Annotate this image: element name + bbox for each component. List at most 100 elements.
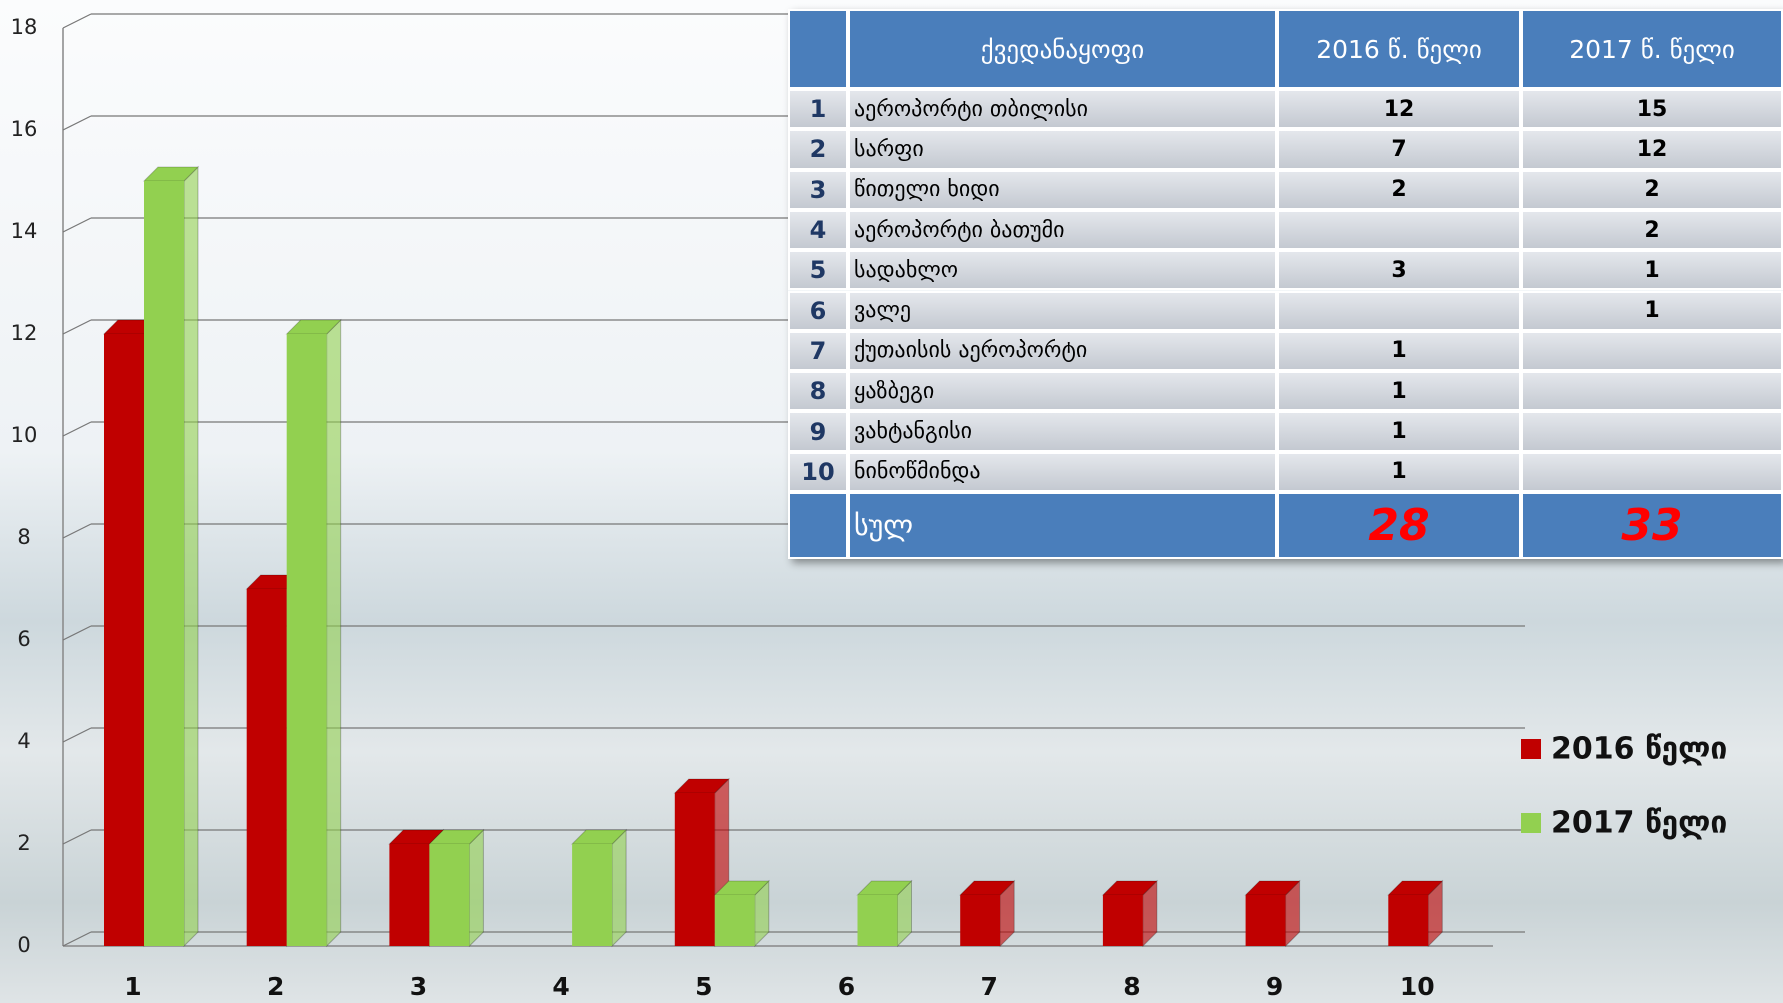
row-index: 5 [788,250,848,291]
total-label: სულ [848,492,1277,559]
count-cell: 2 [1521,209,1783,251]
header-cell: 2016 წ. წელი [1277,9,1521,89]
y-tick-label: 2 [17,831,30,855]
unit-name: ვახტანგისი [848,411,1277,452]
unit-name: სადახლო [848,250,1277,291]
grid-line [62,421,92,437]
x-tick-label: 5 [695,972,712,1001]
y-tick-label: 0 [17,933,30,957]
count-cell: 2 [1521,169,1783,210]
grid-line [62,727,92,743]
unit-name: აეროპორტი ბათუმი [848,209,1277,251]
grid-line [62,13,92,29]
unit-name: ყაზბეგი [848,371,1277,412]
total-value: 28 [1277,492,1521,559]
grid-line [62,115,92,131]
unit-name: სარფი [848,129,1277,170]
bar [246,589,287,946]
grid-line [62,319,92,335]
count-cell [1521,371,1783,412]
bar [674,793,715,946]
bar-side [468,828,484,948]
count-cell [1277,209,1521,251]
x-tick-label: 2 [267,972,284,1001]
bar [572,844,613,946]
unit-name: ვალე [848,290,1277,331]
count-cell: 1 [1277,411,1521,452]
row-index: 9 [788,411,848,452]
y-tick-label: 4 [17,729,30,753]
y-tick-label: 6 [17,627,30,651]
count-cell [1521,330,1783,372]
count-cell: 2 [1277,169,1521,210]
bar [1388,895,1429,946]
count-cell [1521,411,1783,452]
x-tick-label: 4 [552,972,569,1001]
bar [1245,895,1286,946]
count-cell: 1 [1277,371,1521,412]
count-cell [1277,290,1521,331]
count-cell: 7 [1277,129,1521,170]
bar [144,181,184,946]
bar [429,844,470,946]
grid-line [62,829,92,845]
data-table: ქვედანაყოფი 2016 წ. წელი 2017 წ. წელი 1 აერო… [788,9,1783,559]
bar-side [611,828,627,948]
bar [104,334,144,946]
bar [1102,895,1143,946]
row-index: 3 [788,169,848,210]
count-cell: 1 [1277,330,1521,372]
bar-side [183,165,199,948]
y-tick-label: 16 [11,117,38,141]
legend-swatch [1521,813,1541,833]
row-index: 1 [788,89,848,130]
row-index: 4 [788,209,848,251]
x-tick-label: 7 [980,972,997,1001]
y-tick-label: 10 [11,423,38,447]
grid-line [62,625,92,641]
x-tick-label: 1 [124,972,141,1001]
y-tick-label: 14 [11,219,38,243]
bar [960,895,1001,946]
count-cell: 1 [1521,290,1783,331]
row-index: 8 [788,371,848,412]
legend-label: 2017 წელი [1551,806,1727,841]
y-tick-label: 8 [17,525,30,549]
count-cell: 12 [1521,129,1783,170]
count-cell: 1 [1277,451,1521,492]
y-tick-label: 12 [11,321,38,345]
y-tick-label: 18 [11,15,38,39]
header-cell: ქვედანაყოფი [848,9,1277,89]
bar [389,844,430,946]
total-value: 33 [1521,492,1783,559]
count-cell: 12 [1277,89,1521,130]
row-index: 7 [788,330,848,372]
unit-name: ნინოწმინდა [848,451,1277,492]
row-index: 6 [788,290,848,331]
bar-side [326,318,342,948]
row-index: 10 [788,451,848,492]
footer-cell [788,492,848,559]
bar [286,334,327,946]
grid-line [62,217,92,233]
row-index: 2 [788,129,848,170]
count-cell: 1 [1521,250,1783,291]
legend-swatch [1521,739,1541,759]
grid-line [62,931,92,947]
legend-label: 2016 წელი [1551,732,1727,767]
x-tick-label: 8 [1123,972,1140,1001]
x-tick-label: 9 [1266,972,1283,1001]
header-cell: 2017 წ. წელი [1521,9,1783,89]
count-cell [1521,451,1783,492]
bar [714,895,755,946]
count-cell: 3 [1277,250,1521,291]
count-cell: 15 [1521,89,1783,130]
bar [857,895,898,946]
unit-name: წითელი ხიდი [848,169,1277,210]
unit-name: აეროპორტი თბილისი [848,89,1277,130]
unit-name: ქუთაისის აეროპორტი [848,330,1277,372]
x-tick-label: 10 [1400,972,1435,1001]
grid-line [62,523,92,539]
